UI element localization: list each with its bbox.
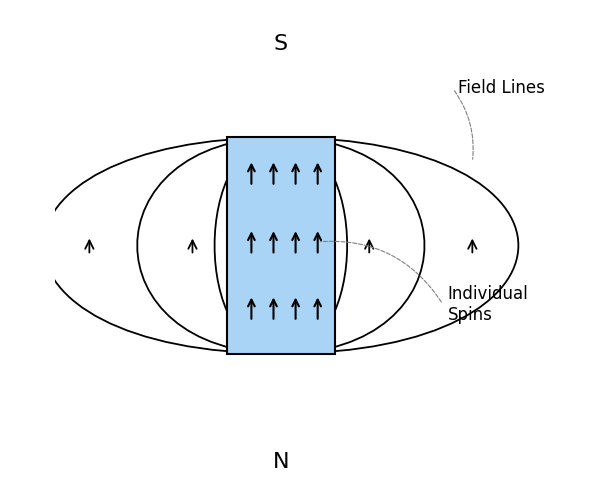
Text: S: S bbox=[274, 34, 288, 54]
Text: Individual
Spins: Individual Spins bbox=[448, 285, 528, 324]
Text: N: N bbox=[273, 452, 289, 471]
Text: Field Lines: Field Lines bbox=[457, 80, 545, 97]
Bar bbox=[227, 137, 335, 354]
